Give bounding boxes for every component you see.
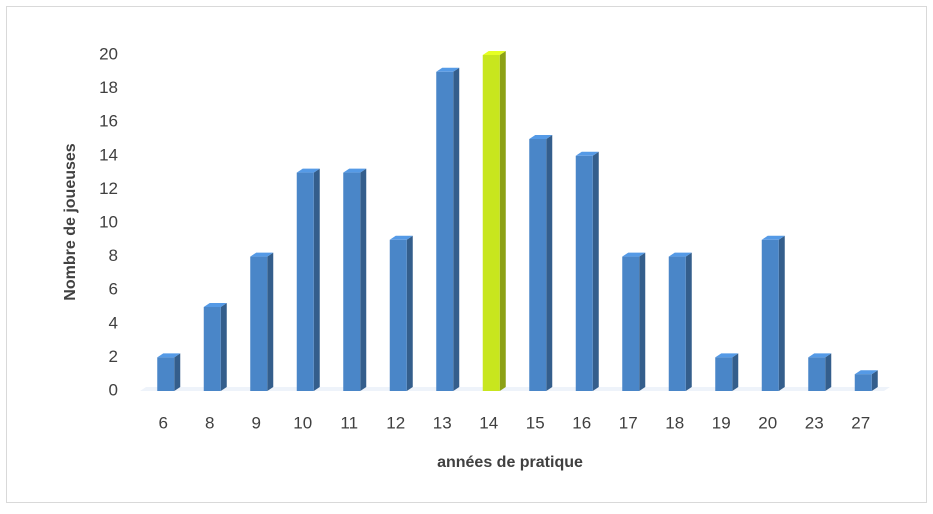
bar-side [499, 51, 506, 391]
bar [250, 256, 268, 391]
y-tick-label: 6 [109, 280, 118, 299]
x-tick-label: 9 [252, 413, 261, 432]
bar-top [575, 151, 599, 156]
bar [343, 172, 361, 391]
bar [808, 357, 826, 391]
x-tick-label: 23 [805, 413, 824, 432]
bar [203, 307, 221, 391]
y-tick-label: 14 [99, 145, 118, 164]
bar-side [871, 370, 878, 391]
bar-top [529, 135, 553, 139]
bar-side [453, 67, 460, 392]
bar-side [685, 252, 692, 391]
x-tick-label: 10 [293, 413, 312, 432]
x-tick-label: 20 [758, 413, 777, 432]
bar [854, 374, 872, 391]
bar-top [203, 303, 227, 307]
bar-side [778, 235, 785, 391]
x-tick-label: 18 [665, 413, 684, 432]
x-tick-label: 13 [433, 413, 452, 432]
bar [622, 256, 640, 391]
bar [389, 239, 407, 391]
x-tick-label: 8 [205, 413, 214, 432]
bar-top [296, 168, 320, 173]
bar-top [436, 67, 460, 72]
x-tick-label: 27 [851, 413, 870, 432]
bar-top [389, 235, 413, 240]
bar-side [639, 252, 646, 391]
x-tick-label: 17 [619, 413, 638, 432]
bar-side [406, 235, 413, 391]
bar [761, 239, 779, 391]
y-tick-label: 8 [109, 246, 118, 265]
bar [529, 139, 547, 391]
bar [482, 55, 500, 391]
bar-top [622, 252, 646, 257]
x-tick-label: 19 [712, 413, 731, 432]
x-tick-label: 12 [386, 413, 405, 432]
bar-side [732, 353, 739, 391]
x-tick-label: 6 [159, 413, 168, 432]
y-tick-label: 12 [99, 179, 118, 198]
y-tick-label: 4 [109, 313, 118, 332]
bar [715, 357, 733, 391]
bar-top [761, 235, 785, 240]
bar-side [825, 353, 832, 391]
bar-top [250, 252, 274, 257]
bar [668, 256, 686, 391]
bar-top [715, 353, 739, 358]
bar-top [157, 353, 181, 358]
bar [575, 155, 593, 391]
bar-side [360, 168, 367, 391]
bar-top [482, 51, 506, 55]
x-tick-label: 16 [572, 413, 591, 432]
y-tick-label: 0 [109, 380, 118, 399]
x-axis-title: années de pratique [437, 454, 583, 471]
bar [157, 357, 175, 391]
x-tick-label: 14 [479, 413, 498, 432]
y-tick-label: 20 [99, 44, 118, 63]
y-tick-label: 18 [99, 78, 118, 97]
bar-top [808, 353, 832, 358]
x-tick-label: 11 [340, 413, 358, 432]
bar-top [854, 370, 878, 375]
bar-side [220, 303, 227, 391]
bar [436, 71, 454, 392]
bar-side [546, 135, 553, 391]
bar-side [313, 168, 320, 391]
floor [140, 387, 890, 391]
bar-top [668, 252, 692, 257]
bar-side [174, 353, 181, 391]
bar-side [267, 252, 274, 391]
bar-top [343, 168, 367, 173]
bar-side [592, 151, 599, 391]
chart-border [6, 6, 927, 503]
y-axis-title: Nombre de joueuses [62, 143, 79, 300]
bar [296, 172, 314, 391]
y-tick-label: 16 [99, 112, 118, 131]
y-tick-label: 2 [109, 347, 118, 366]
y-tick-label: 10 [99, 212, 118, 231]
x-tick-label: 15 [526, 413, 545, 432]
